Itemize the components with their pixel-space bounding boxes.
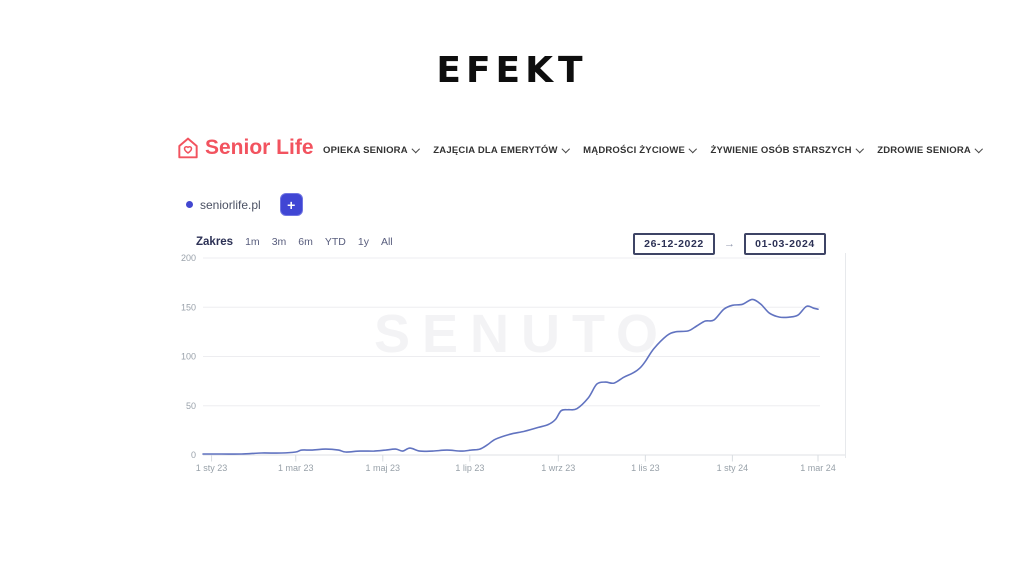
date-range-arrow-icon: →: [724, 238, 735, 250]
nav-item[interactable]: OPIEKA SENIORA: [323, 144, 420, 156]
range-option-6m[interactable]: 6m: [298, 236, 313, 248]
series-label: seniorlife.pl: [200, 197, 261, 212]
series-line-seniorlife: [202, 298, 819, 455]
nav-item[interactable]: MĄDROŚCI ŻYCIOWE: [583, 144, 697, 156]
range-selector: Zakres 1m 3m 6m YTD 1y All: [196, 236, 393, 248]
x-axis-label: 1 sty 23: [196, 463, 228, 473]
range-option-3m[interactable]: 3m: [271, 236, 287, 248]
senuto-watermark: SENUTO: [374, 304, 670, 364]
y-axis-label: 50: [186, 401, 196, 411]
x-axis-label: 1 lis 23: [631, 463, 660, 473]
nav-item-label: ŻYWIENIE OSÓB STARSZYCH: [710, 144, 852, 156]
nav-item-label: OPIEKA SENIORA: [323, 144, 408, 156]
y-axis-label: 150: [181, 302, 196, 312]
site-logo[interactable]: Senior Life: [175, 135, 314, 161]
series-dot-icon: [186, 201, 193, 208]
range-option-1m[interactable]: 1m: [245, 236, 260, 248]
range-label: Zakres: [196, 236, 234, 248]
y-axis-label: 200: [181, 253, 196, 263]
plus-icon: +: [287, 196, 296, 213]
x-axis-label: 1 mar 24: [800, 463, 836, 473]
x-axis-label: 1 wrz 23: [541, 463, 575, 473]
y-axis-label: 0: [191, 450, 196, 460]
nav-item[interactable]: ZDROWIE SENIORA: [877, 144, 983, 156]
range-option-ytd[interactable]: YTD: [324, 236, 346, 248]
series-legend: seniorlife.pl +: [186, 193, 303, 216]
date-to-input[interactable]: 01-03-2024: [744, 233, 826, 255]
nav-item-label: ZDROWIE SENIORA: [877, 144, 971, 156]
add-domain-button[interactable]: +: [279, 193, 303, 216]
range-option-1y[interactable]: 1y: [357, 236, 369, 248]
x-axis-label: 1 sty 24: [717, 463, 749, 473]
nav-item[interactable]: ŻYWIENIE OSÓB STARSZYCH: [710, 144, 864, 156]
efekt-title: EFEKT: [436, 50, 588, 91]
site-logo-text: Senior Life: [205, 136, 314, 159]
date-from-input[interactable]: 26-12-2022: [633, 233, 715, 255]
nav-item-label: ZAJĘCIA DLA EMERYTÓW: [433, 144, 558, 156]
x-axis-label: 1 maj 23: [366, 463, 401, 473]
main-nav: OPIEKA SENIORA ZAJĘCIA DLA EMERYTÓW MĄDROŚ…: [323, 141, 983, 159]
y-axis-label: 100: [181, 352, 196, 362]
x-axis-label: 1 mar 23: [278, 463, 314, 473]
x-axis-label: 1 lip 23: [455, 463, 484, 473]
nav-item[interactable]: ZAJĘCIA DLA EMERYTÓW: [433, 144, 570, 156]
range-option-all[interactable]: All: [380, 236, 393, 248]
house-heart-icon: [178, 137, 198, 159]
date-range-picker: 26-12-2022 → 01-03-2024: [633, 233, 826, 255]
nav-item-label: MĄDROŚCI ŻYCIOWE: [583, 144, 686, 156]
series-chip-seniorlife[interactable]: seniorlife.pl: [186, 198, 261, 212]
